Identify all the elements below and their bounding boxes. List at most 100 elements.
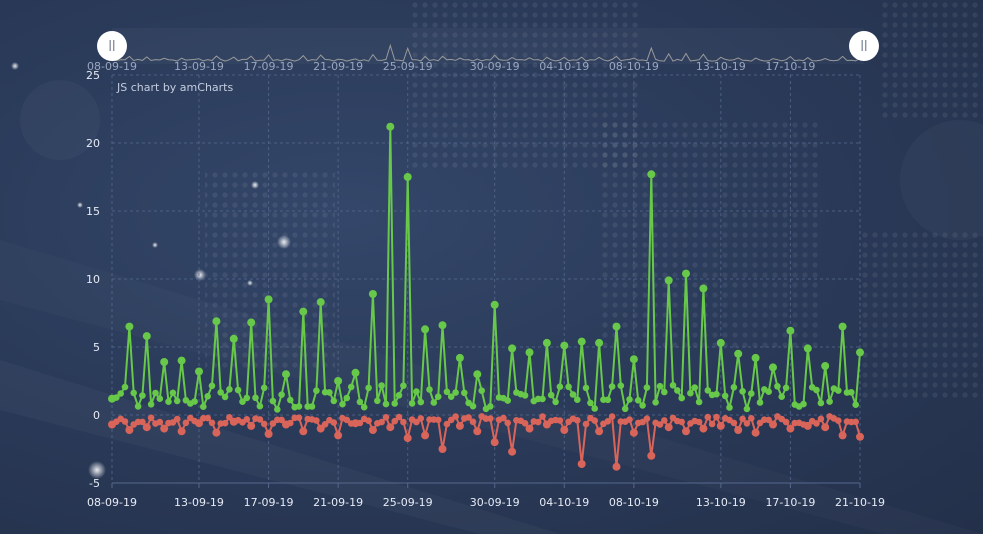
series-positive-point [656, 382, 664, 390]
series-positive-point [508, 344, 517, 353]
series-negative-point [604, 418, 612, 425]
series-negative-point [417, 415, 425, 422]
series-positive-point [774, 383, 781, 390]
series-negative-point [395, 413, 403, 421]
series-negative-point [582, 420, 590, 428]
chart-credit-link[interactable]: JS chart by amCharts [116, 81, 233, 94]
series-negative-point [556, 417, 564, 424]
series-positive-point [169, 389, 177, 397]
series-negative-point [173, 415, 181, 423]
series-negative-point [256, 416, 264, 423]
y-tick-label: 25 [86, 69, 100, 82]
series-negative-point [156, 418, 164, 426]
series-negative-point [521, 420, 529, 427]
series-negative-point [748, 415, 755, 422]
series-positive-point [334, 377, 343, 385]
series-negative-point [695, 418, 703, 426]
x-tick-label: 08-09-19 [87, 496, 137, 509]
series-positive-point [574, 396, 581, 404]
series-positive-point [713, 390, 720, 398]
scrollbar-preview-line [111, 43, 861, 62]
series-positive-point [160, 358, 169, 366]
x-tick-label: 21-09-19 [313, 496, 363, 509]
series-positive-point [403, 173, 412, 181]
series-positive-point [542, 338, 551, 347]
series-positive-point [661, 388, 668, 396]
series-negative-point [508, 447, 517, 456]
series-negative-point [287, 419, 294, 427]
series-negative-point [751, 428, 760, 437]
series-positive-point [378, 382, 385, 389]
series-positive-point [391, 400, 399, 407]
scrollbar-right-grip[interactable] [849, 31, 879, 61]
series-negative-point [473, 427, 482, 436]
x-tick-label: 17-10-19 [765, 496, 815, 509]
series-negative-point [661, 417, 668, 424]
series-positive-point [208, 382, 216, 390]
series-negative-point [612, 462, 621, 471]
series-positive-point [756, 399, 764, 406]
series-negative-point [295, 414, 303, 422]
x-tick-label: 04-10-19 [539, 496, 589, 509]
series-negative-point [278, 416, 285, 424]
series-negative-point [386, 423, 395, 432]
series-positive-point [726, 404, 733, 411]
series-positive-point [139, 392, 146, 399]
series-positive-point [165, 398, 172, 406]
series-negative-point [142, 423, 151, 432]
scrollbar-tick-label: 08-09-19 [87, 60, 137, 73]
series-positive-point [256, 402, 264, 410]
series-positive-point [264, 295, 273, 304]
series-negative-point [356, 419, 364, 427]
series-positive-point [400, 382, 407, 390]
series-negative-point [121, 418, 129, 425]
series-negative-point [368, 426, 377, 434]
series-positive-point [408, 400, 416, 407]
y-tick-label: 5 [93, 341, 100, 354]
series-positive-point [587, 399, 594, 407]
series-positive-point [626, 396, 633, 403]
series-positive-point [751, 353, 760, 362]
series-positive-point [835, 387, 842, 394]
series-negative-point [260, 420, 268, 428]
y-tick-label: 0 [93, 409, 100, 422]
series-positive-point [704, 387, 712, 394]
series-positive-point [134, 403, 142, 410]
series-positive-point [691, 384, 698, 391]
series-positive-point [521, 392, 529, 399]
series-positive-point [591, 405, 598, 412]
series-positive-point [282, 370, 290, 379]
series-positive-point [817, 399, 825, 407]
scrollbar[interactable]: 08-09-19 13-09-19 17-09-19 21-09-19 25-09-19… [87, 28, 879, 73]
scrollbar-track[interactable] [112, 28, 864, 64]
series-positive-point [374, 397, 381, 405]
series-positive-point [177, 356, 186, 365]
series-positive-point [243, 394, 251, 402]
series-positive-point [447, 393, 455, 401]
series-negative-point [664, 423, 673, 432]
scrollbar-tick-label: 08-10-19 [609, 60, 659, 73]
series-negative-point [838, 431, 847, 440]
series-negative-point [204, 414, 211, 422]
series-positive-point [612, 322, 621, 331]
series-negative-point [299, 427, 308, 436]
series-negative-point [139, 418, 146, 426]
series-negative-point [560, 426, 569, 434]
series-negative-point [682, 427, 690, 436]
series-negative-point [782, 418, 790, 426]
series-negative-point [708, 420, 716, 428]
series-positive-point [838, 322, 847, 331]
y-tick-label: 15 [86, 205, 100, 218]
series-positive-point [212, 317, 221, 326]
series-negative [108, 413, 864, 471]
series-negative-point [195, 419, 203, 428]
series-positive-point [308, 403, 316, 410]
series-positive-point [316, 298, 325, 307]
series-negative-point [212, 428, 221, 437]
series-negative-point [382, 414, 390, 421]
series-positive-point [339, 400, 346, 408]
scrollbar-left-grip[interactable] [97, 31, 127, 61]
series-negative-point [125, 426, 134, 434]
series-positive-point [330, 397, 338, 405]
